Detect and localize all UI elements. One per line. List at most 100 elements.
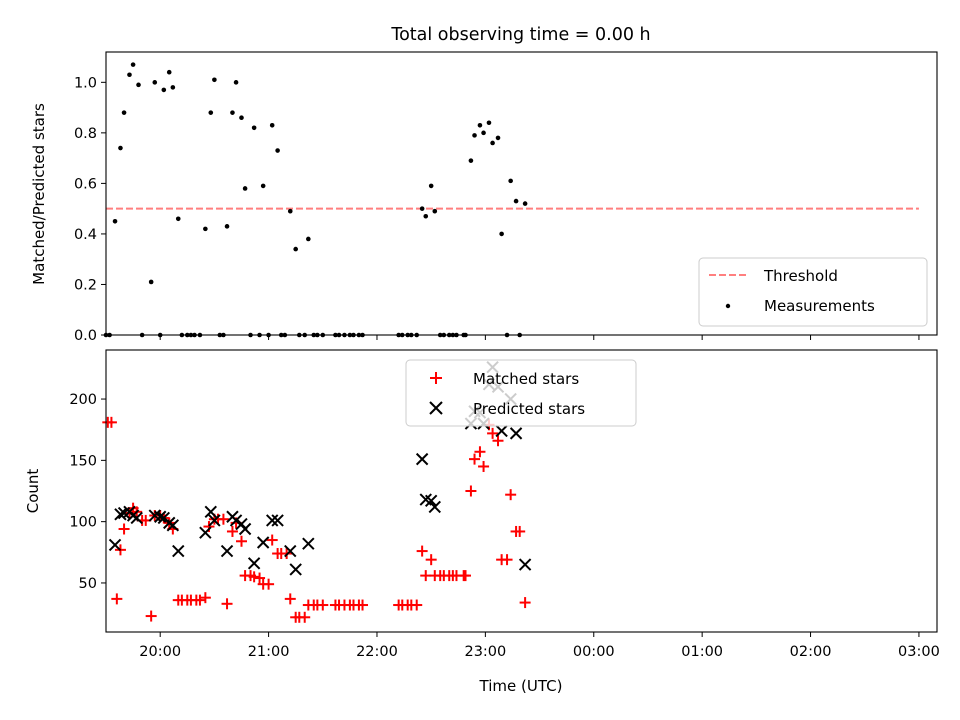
measurement-point	[513, 198, 519, 204]
bottom-x-axis: 20:00 21:00 22:00 23:00 00:00 01:00 02:00 03:00	[139, 632, 940, 660]
legend-label-matched: Matched stars	[473, 370, 579, 388]
predicted-star-point	[114, 508, 127, 521]
measurement-point	[419, 206, 425, 211]
matched-star-point	[487, 427, 499, 439]
measurements-series	[103, 62, 528, 338]
measurement-point	[233, 80, 239, 85]
matched-star-point	[492, 435, 504, 447]
predicted-star-point	[204, 505, 217, 519]
matched-star-point	[425, 554, 437, 566]
matched-star-point	[194, 594, 206, 606]
bottom-panel: 50 100 150 200 20:00 21:00 22:00 23:00 00:00 01:…	[24, 349, 940, 695]
measurement-point	[127, 72, 132, 78]
top-y-tick-label: 0.8	[74, 126, 97, 142]
predicted-star-point	[302, 537, 315, 550]
matched-star-point	[221, 598, 233, 610]
measurement-point	[495, 135, 501, 141]
measurement-point	[166, 69, 172, 75]
matched-star-point	[317, 599, 329, 611]
top-y-axis-label: Matched/Predicted stars	[30, 103, 48, 285]
bottom-y-tick-label: 50	[79, 576, 97, 592]
bottom-x-tick-label: 20:00	[139, 644, 181, 660]
measurement-point	[212, 77, 217, 83]
measurement-point	[293, 246, 298, 252]
matched-star-point	[284, 593, 296, 605]
legend-label-measurements: Measurements	[764, 297, 875, 315]
top-x-axis	[159, 335, 920, 340]
measurement-point	[251, 125, 257, 131]
measurement-point	[472, 133, 477, 138]
matched-star-point	[226, 525, 238, 537]
predicted-star-point	[415, 452, 429, 466]
matched-star-point	[235, 535, 247, 547]
measurement-point	[130, 62, 136, 67]
measurement-point	[260, 183, 266, 189]
top-y-axis: 0.0 0.2 0.4 0.6 0.8 1.0	[74, 75, 106, 344]
measurement-point	[136, 82, 141, 88]
matched-star-point	[217, 513, 229, 525]
bottom-x-tick-label: 21:00	[248, 644, 290, 660]
measurement-point	[490, 140, 495, 146]
bottom-y-tick-label: 200	[69, 392, 97, 408]
matched-star-point	[254, 572, 266, 584]
bottom-x-tick-label: 03:00	[898, 644, 940, 660]
measurement-point	[242, 186, 248, 191]
predicted-star-point	[153, 510, 167, 523]
top-y-tick-label: 0.2	[74, 277, 97, 293]
matched-star-point	[459, 570, 471, 582]
predicted-star-point	[271, 514, 284, 527]
measurement-point	[486, 120, 492, 126]
measurement-point	[170, 85, 176, 90]
bottom-legend-box	[405, 359, 637, 427]
legend-label-threshold: Threshold	[763, 267, 838, 285]
bottom-x-tick-label: 00:00	[573, 644, 615, 660]
matched-star-point	[501, 554, 513, 566]
matched-star-point	[469, 453, 481, 465]
matched-star-point	[357, 599, 369, 611]
matched-star-point	[478, 460, 490, 472]
matched-star-point	[118, 523, 130, 535]
top-y-tick-label: 0.6	[74, 176, 97, 192]
measurement-point	[208, 110, 214, 115]
matched-legend-swatch	[430, 372, 442, 384]
measurement-point	[508, 178, 513, 184]
bottom-x-tick-label: 23:00	[464, 644, 506, 660]
bottom-x-tick-label: 22:00	[356, 644, 398, 660]
matched-star-point	[411, 599, 423, 611]
measurement-point	[112, 218, 118, 224]
measurement-point	[152, 80, 158, 85]
chart-title: Total observing time = 0.00 h	[390, 25, 650, 45]
bottom-y-tick-label: 150	[69, 453, 97, 469]
measurement-point	[175, 216, 181, 222]
matched-star-point	[514, 525, 526, 537]
bottom-plot-frame	[105, 349, 938, 633]
measurement-point	[477, 122, 483, 128]
bottom-y-axis: 50 100 150 200	[69, 392, 106, 592]
bottom-legend: Matched stars Predicted stars	[405, 359, 637, 427]
matched-star-point	[266, 534, 278, 546]
matched-star-point	[263, 578, 275, 590]
predicted-star-point	[247, 557, 261, 570]
matched-star-point	[519, 597, 531, 609]
predicted-star-point	[289, 563, 302, 576]
measurement-point	[239, 115, 244, 120]
predicted-star-point	[199, 526, 212, 539]
matched-star-point	[465, 485, 477, 497]
measurement-point	[287, 208, 293, 214]
bottom-y-tick-label: 100	[69, 515, 97, 531]
measurement-point	[203, 226, 208, 232]
predicted-star-point	[238, 522, 252, 536]
measurement-point	[428, 183, 434, 189]
predicted-star-point	[166, 519, 180, 532]
measurement-point	[224, 224, 230, 229]
matched-star-point	[299, 611, 311, 623]
bottom-x-tick-label: 02:00	[790, 644, 832, 660]
top-y-tick-label: 0.0	[74, 328, 97, 344]
matched-star-point	[111, 593, 123, 605]
predicted-star-point	[172, 544, 185, 558]
top-legend: Threshold Measurements	[698, 257, 928, 327]
matched-star-point	[416, 545, 428, 557]
measurement-point	[230, 110, 235, 115]
top-y-tick-label: 0.4	[74, 227, 97, 243]
